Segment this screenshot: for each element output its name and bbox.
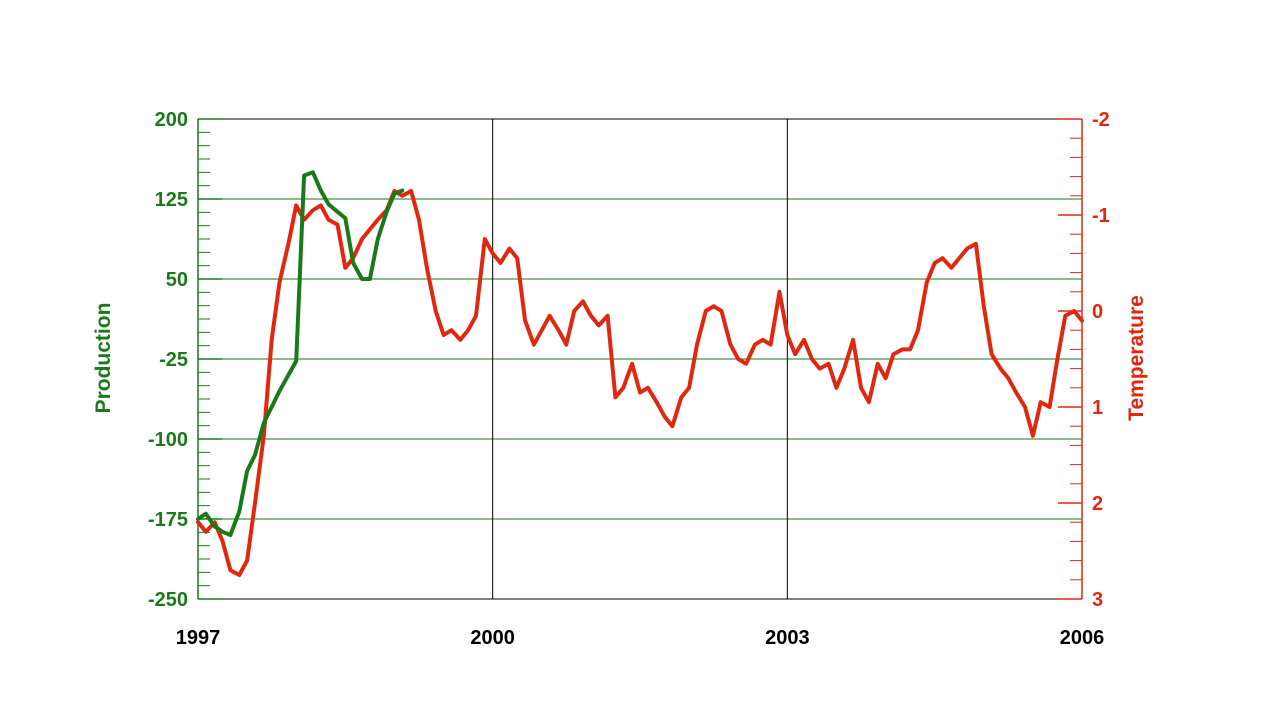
grid-layer: [197, 118, 1083, 600]
left-tick-label: -250: [148, 589, 188, 611]
left-tick-label: 200: [155, 109, 188, 131]
left-axis-title: Production: [92, 303, 115, 414]
x-tick-label: 2000: [470, 627, 515, 649]
x-tick-label: 1997: [176, 627, 221, 649]
right-tick-label: 1: [1092, 397, 1103, 419]
production-series-line: [196, 170, 405, 537]
left-tick-label: 125: [155, 189, 188, 211]
x-tick-label: 2003: [765, 627, 810, 649]
right-tick-label: 3: [1092, 589, 1103, 611]
series-layer: [196, 170, 1084, 577]
left-tick-label: -175: [148, 509, 188, 531]
left-tick-label: -100: [148, 429, 188, 451]
right-tick-label: -1: [1092, 205, 1110, 227]
x-tick-label: 2006: [1060, 627, 1105, 649]
left-tick-label: 50: [166, 269, 188, 291]
right-axis: -2 -1 0 1 2 3: [1058, 109, 1110, 611]
left-tick-label: -25: [159, 349, 188, 371]
right-tick-label: 2: [1092, 493, 1103, 515]
right-tick-label: -2: [1092, 109, 1110, 131]
right-axis-title: Temperature: [1125, 295, 1148, 421]
x-axis: 1997 2000 2003 2006: [176, 627, 1105, 649]
right-tick-label: 0: [1092, 301, 1103, 323]
temperature-series-line: [196, 189, 1084, 577]
left-axis: 200 125 50 -25 -100 -175 -250: [148, 109, 222, 611]
